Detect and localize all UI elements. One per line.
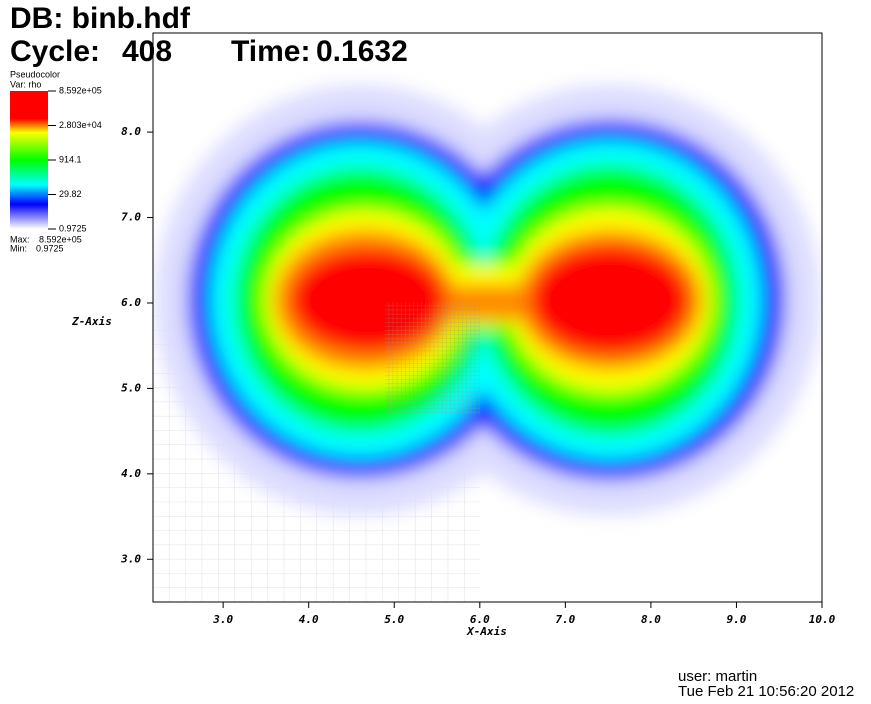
y-axis-label: Z-Axis — [71, 315, 112, 328]
y-tick-label: 6.0 — [121, 296, 141, 309]
x-tick-label: 6.0 — [470, 613, 490, 626]
x-tick-label: 4.0 — [299, 613, 319, 626]
x-tick-label: 5.0 — [384, 613, 404, 626]
cycle-label: Cycle: — [10, 35, 100, 68]
legend-var: Var: rho — [10, 79, 41, 89]
y-tick-label: 3.0 — [120, 552, 141, 565]
time: 0.1632 — [316, 35, 408, 68]
x-tick-label: 8.0 — [641, 613, 661, 626]
legend-plot: Pseudocolor — [10, 69, 60, 79]
legend-max-label: Max: — [10, 234, 30, 244]
fine-mesh — [385, 302, 480, 414]
x-tick-label: 3.0 — [212, 613, 233, 626]
color-bar — [10, 91, 48, 229]
legend-tick-label: 2.803e+04 — [59, 120, 102, 130]
pseudocolor-field — [155, 85, 820, 515]
legend-tick-label: 29.82 — [59, 189, 82, 199]
user: user: martin — [678, 668, 757, 685]
y-tick-label: 7.0 — [121, 211, 141, 224]
legend-tick-label: 8.592e+05 — [59, 85, 102, 95]
y-tick-label: 8.0 — [121, 125, 141, 138]
plot-frame — [152, 32, 823, 603]
date: Tue Feb 21 10:56:20 2012 — [678, 683, 854, 700]
y-tick-label: 4.0 — [121, 467, 141, 480]
legend-min-label: Min: — [10, 243, 27, 253]
legend-min: 0.9725 — [36, 243, 64, 253]
x-tick-label: 9.0 — [727, 613, 747, 626]
x-tick-label: 7.0 — [555, 613, 575, 626]
field — [153, 85, 820, 602]
legend-tick-label: 0.9725 — [59, 223, 87, 233]
cycle: 408 — [122, 35, 172, 68]
legend-tick-label: 914.1 — [59, 154, 82, 164]
legend-max: 8.592e+05 — [39, 234, 82, 244]
title: DB: binb.hdf — [10, 2, 191, 35]
y-tick-label: 5.0 — [121, 381, 141, 394]
time-label: Time: — [231, 35, 310, 68]
x-tick-label: 10.0 — [809, 613, 836, 626]
x-axis-label: X-Axis — [466, 625, 507, 638]
